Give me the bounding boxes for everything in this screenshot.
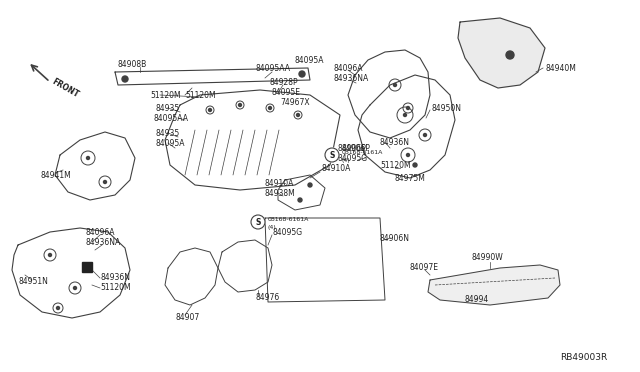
Text: 84928P: 84928P xyxy=(270,77,299,87)
Text: 84910A: 84910A xyxy=(265,179,294,187)
Circle shape xyxy=(406,106,410,109)
Text: 84936NA: 84936NA xyxy=(85,237,120,247)
Circle shape xyxy=(424,134,426,137)
Circle shape xyxy=(406,154,410,157)
Text: 84906P: 84906P xyxy=(338,144,367,153)
Circle shape xyxy=(308,183,312,187)
Circle shape xyxy=(86,157,90,160)
Circle shape xyxy=(122,76,128,82)
Text: 84095A: 84095A xyxy=(295,55,324,64)
Circle shape xyxy=(251,215,265,229)
Text: 51120M: 51120M xyxy=(380,160,411,170)
Circle shape xyxy=(74,286,77,289)
Text: 84994: 84994 xyxy=(465,295,489,305)
Text: 84938M: 84938M xyxy=(265,189,296,198)
Polygon shape xyxy=(428,265,560,305)
Circle shape xyxy=(299,71,305,77)
Text: 84990W: 84990W xyxy=(472,253,504,263)
Circle shape xyxy=(296,113,300,116)
Text: 84935: 84935 xyxy=(155,103,179,112)
Circle shape xyxy=(104,180,106,183)
Circle shape xyxy=(239,103,241,106)
Text: 84935: 84935 xyxy=(155,128,179,138)
Text: 84095AA: 84095AA xyxy=(153,113,188,122)
Text: 84936NA: 84936NA xyxy=(334,74,369,83)
Text: 74967X: 74967X xyxy=(280,97,310,106)
Text: FRONT: FRONT xyxy=(50,77,80,99)
Circle shape xyxy=(394,83,397,87)
Text: 84941M: 84941M xyxy=(40,170,71,180)
Text: 84096A: 84096A xyxy=(334,64,364,73)
Text: 84095A: 84095A xyxy=(155,138,184,148)
Circle shape xyxy=(413,163,417,167)
Text: S: S xyxy=(330,151,335,160)
Text: RB49003R: RB49003R xyxy=(560,353,607,362)
Circle shape xyxy=(325,148,339,162)
Circle shape xyxy=(506,51,514,59)
Text: 84975M: 84975M xyxy=(395,173,426,183)
Text: 84950N: 84950N xyxy=(432,103,462,112)
Text: 51120M: 51120M xyxy=(100,283,131,292)
Circle shape xyxy=(49,253,51,257)
Text: 84095E: 84095E xyxy=(272,87,301,96)
Text: 84936N: 84936N xyxy=(380,138,410,147)
Text: 84908B: 84908B xyxy=(117,60,147,68)
Text: 84910A: 84910A xyxy=(322,164,351,173)
Text: 84951N: 84951N xyxy=(18,278,48,286)
Text: 84936N: 84936N xyxy=(100,273,130,282)
Text: 84095G: 84095G xyxy=(338,154,368,163)
Circle shape xyxy=(269,106,271,109)
Text: 84095G: 84095G xyxy=(273,228,303,237)
Circle shape xyxy=(209,109,211,112)
Text: 51120M: 51120M xyxy=(185,90,216,99)
Polygon shape xyxy=(458,18,545,88)
Text: 84095AA: 84095AA xyxy=(255,64,290,73)
Circle shape xyxy=(298,198,302,202)
Text: 84940M: 84940M xyxy=(546,64,577,73)
Text: 08168-6161A: 08168-6161A xyxy=(342,150,383,154)
Text: 51120M: 51120M xyxy=(150,90,180,99)
Circle shape xyxy=(403,113,406,116)
Bar xyxy=(82,262,92,272)
Text: S: S xyxy=(255,218,260,227)
Text: 84906P: 84906P xyxy=(342,144,371,153)
Text: (4): (4) xyxy=(342,157,351,163)
Text: 84096A: 84096A xyxy=(85,228,115,237)
Text: (4): (4) xyxy=(268,224,276,230)
Text: 84906N: 84906N xyxy=(380,234,410,243)
Text: 84907: 84907 xyxy=(175,314,199,323)
Text: 84976: 84976 xyxy=(255,294,279,302)
Circle shape xyxy=(56,307,60,310)
Text: 08168-6161A: 08168-6161A xyxy=(268,217,309,221)
Text: 84097E: 84097E xyxy=(410,263,439,273)
